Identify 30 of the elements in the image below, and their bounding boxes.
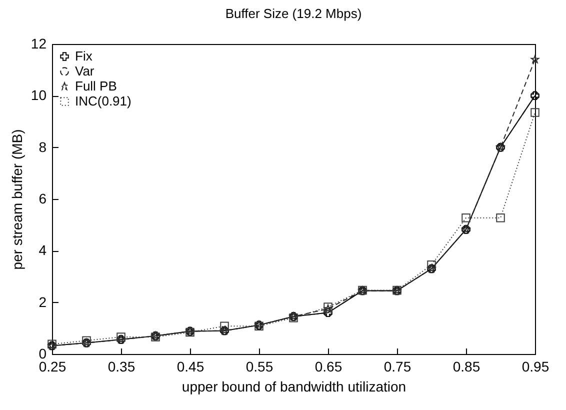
x-tick-label: 0.65 (314, 358, 342, 374)
y-tick-label: 10 (30, 87, 47, 104)
x-tick-label: 0.25 (38, 358, 66, 374)
x-axis-title: upper bound of bandwidth utilization (182, 378, 406, 394)
y-axis-title: per stream buffer (MB) (8, 129, 25, 270)
legend-label: Full PB (75, 78, 117, 94)
legend-label: INC(0.91) (75, 94, 132, 108)
x-tick-label: 0.75 (384, 358, 412, 374)
x-tick-label: 0.55 (246, 358, 274, 374)
point (496, 213, 505, 222)
point (530, 55, 540, 64)
point (82, 336, 91, 345)
point (462, 213, 470, 222)
x-tick-label: 0.95 (522, 358, 550, 374)
y-tick-label: 6 (38, 190, 47, 206)
x-tick-label: 0.45 (176, 358, 204, 374)
x-tick-label: 0.35 (108, 358, 136, 374)
y-tick-label: 4 (38, 242, 47, 258)
y-tick-label: 0 (38, 346, 47, 362)
point (116, 332, 126, 342)
point (427, 260, 436, 270)
y-tick-label: 12 (30, 36, 47, 52)
legend-label: Var (75, 64, 95, 78)
y-tick-label: 8 (38, 138, 47, 155)
x-tick-label: 0.85 (452, 358, 480, 374)
legend-label: Fix (75, 48, 93, 64)
y-tick-label: 2 (38, 294, 47, 310)
chart-title: Buffer Size (19.2 Mbps) (225, 6, 362, 21)
point (530, 108, 540, 117)
point (220, 322, 229, 330)
